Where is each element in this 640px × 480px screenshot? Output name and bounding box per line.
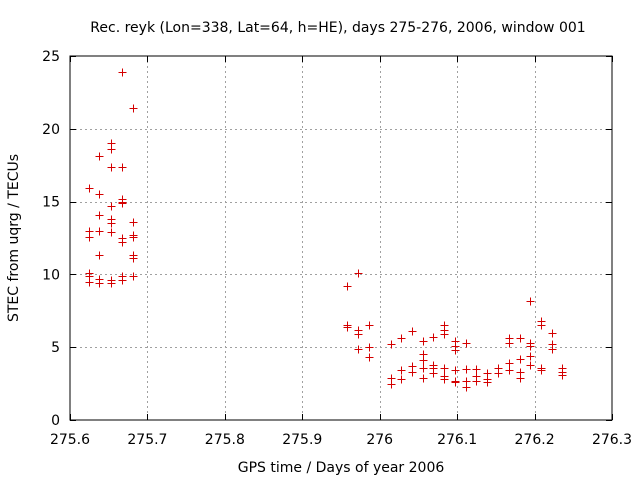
- data-point: [118, 276, 127, 285]
- data-point: [95, 279, 104, 288]
- data-point: [558, 371, 567, 380]
- y-tick-label: 5: [51, 340, 60, 356]
- data-point: [354, 269, 363, 278]
- y-tick-label: 10: [42, 267, 60, 283]
- data-point: [440, 375, 449, 384]
- plot-frame: [69, 55, 613, 421]
- data-point: [537, 366, 546, 375]
- x-tick-label: 276.3: [592, 432, 632, 448]
- data-point: [451, 378, 460, 387]
- y-axis-label: STEC from uqrg / TECUs: [6, 154, 22, 322]
- data-point: [548, 345, 557, 354]
- data-point: [526, 297, 535, 306]
- data-point: [548, 329, 557, 338]
- data-point: [537, 321, 546, 330]
- x-tick-label: 276.1: [437, 432, 477, 448]
- y-tick-label: 25: [42, 49, 60, 65]
- data-point: [118, 68, 127, 77]
- data-point: [462, 339, 471, 348]
- y-tick-label: 0: [51, 413, 60, 429]
- data-point: [387, 380, 396, 389]
- ticks-layer: 275.6 275.7 275.8 275.9 276 276.1 276.2 276.3 0 5…: [42, 49, 632, 448]
- data-point: [354, 330, 363, 339]
- data-point: [85, 278, 94, 287]
- x-axis-label: GPS time / Days of year 2006: [238, 460, 445, 476]
- data-point: [526, 361, 535, 370]
- data-point: [107, 163, 116, 172]
- data-point: [343, 282, 352, 291]
- data-point: [118, 238, 127, 247]
- data-point: [451, 346, 460, 355]
- data-point: [526, 352, 535, 361]
- chart-title: Rec. reyk (Lon=338, Lat=64, h=HE), days …: [90, 20, 585, 36]
- data-point: [505, 339, 514, 348]
- data-point: [419, 374, 428, 383]
- data-point: [365, 321, 374, 330]
- data-point: [440, 364, 449, 373]
- data-point: [462, 383, 471, 392]
- data-point: [440, 330, 449, 339]
- data-point: [95, 190, 104, 199]
- data-point: [118, 199, 127, 208]
- data-point: [95, 227, 104, 236]
- points-layer: [85, 68, 567, 392]
- data-point: [95, 251, 104, 260]
- x-tick-label: 275.6: [50, 432, 90, 448]
- data-point: [516, 334, 525, 343]
- data-point: [387, 340, 396, 349]
- data-point: [118, 163, 127, 172]
- data-point: [408, 368, 417, 377]
- data-point: [483, 378, 492, 387]
- data-point: [107, 228, 116, 237]
- data-point: [505, 366, 514, 375]
- data-point: [451, 366, 460, 375]
- data-point: [408, 327, 417, 336]
- data-point: [129, 218, 138, 227]
- data-point: [365, 353, 374, 362]
- data-point: [129, 254, 138, 263]
- y-tick-label: 15: [42, 195, 60, 211]
- data-point: [429, 333, 438, 342]
- x-tick-label: 276.2: [515, 432, 555, 448]
- data-point: [505, 359, 514, 368]
- data-point: [494, 369, 503, 378]
- data-point: [129, 233, 138, 242]
- data-point: [516, 355, 525, 364]
- x-tick-label: 276: [366, 432, 393, 448]
- x-tick-label: 275.7: [127, 432, 167, 448]
- data-point: [397, 366, 406, 375]
- data-point: [397, 334, 406, 343]
- y-tick-label: 20: [42, 122, 60, 138]
- data-point: [85, 184, 94, 193]
- data-point: [419, 337, 428, 346]
- data-point: [343, 323, 352, 332]
- data-point: [419, 356, 428, 365]
- data-point: [107, 219, 116, 228]
- data-point: [516, 374, 525, 383]
- x-tick-label: 275.8: [205, 432, 245, 448]
- x-tick-label: 275.9: [282, 432, 322, 448]
- data-point: [95, 152, 104, 161]
- data-point: [472, 377, 481, 386]
- data-point: [429, 369, 438, 378]
- data-point: [107, 202, 116, 211]
- data-point: [129, 104, 138, 113]
- data-point: [107, 279, 116, 288]
- data-point: [419, 364, 428, 373]
- data-point: [354, 345, 363, 354]
- data-point: [462, 365, 471, 374]
- data-point: [129, 272, 138, 281]
- data-point: [107, 145, 116, 154]
- grid-layer: [70, 56, 612, 420]
- data-point: [365, 343, 374, 352]
- data-point: [95, 211, 104, 220]
- data-point: [85, 233, 94, 242]
- data-point: [472, 365, 481, 374]
- data-point: [397, 375, 406, 384]
- data-point: [526, 342, 535, 351]
